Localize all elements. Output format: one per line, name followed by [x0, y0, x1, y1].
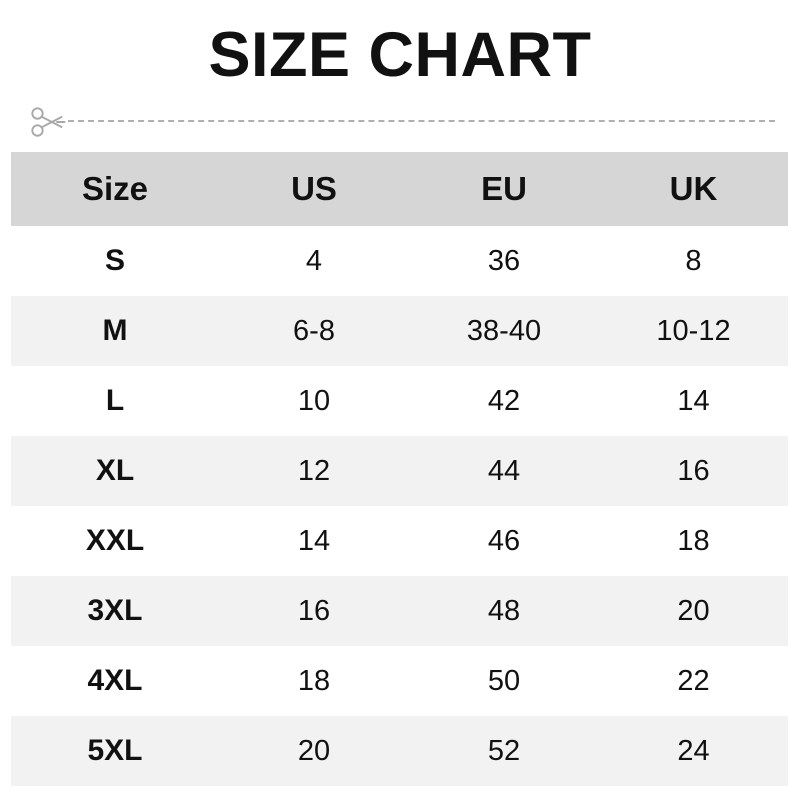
cell-size: 5XL	[11, 716, 219, 786]
cell-eu: 44	[409, 436, 599, 506]
size-chart-table: Size US EU UK S 4 36 8 M 6-8 38-40 10-12…	[11, 152, 788, 786]
cell-size: M	[11, 296, 219, 366]
cell-eu: 36	[409, 226, 599, 296]
cell-size: L	[11, 366, 219, 436]
cell-eu: 52	[409, 716, 599, 786]
cell-us: 10	[219, 366, 409, 436]
table-row: 5XL 20 52 24	[11, 716, 788, 786]
column-header-uk: UK	[599, 152, 788, 226]
table-row: M 6-8 38-40 10-12	[11, 296, 788, 366]
cell-eu: 38-40	[409, 296, 599, 366]
cell-size: 4XL	[11, 646, 219, 716]
cell-us: 12	[219, 436, 409, 506]
cell-size: S	[11, 226, 219, 296]
table-row: S 4 36 8	[11, 226, 788, 296]
table-row: 3XL 16 48 20	[11, 576, 788, 646]
cell-eu: 42	[409, 366, 599, 436]
cell-us: 14	[219, 506, 409, 576]
cell-uk: 16	[599, 436, 788, 506]
cell-uk: 8	[599, 226, 788, 296]
cell-uk: 10-12	[599, 296, 788, 366]
cell-eu: 46	[409, 506, 599, 576]
cell-uk: 22	[599, 646, 788, 716]
scissors-icon	[31, 107, 66, 137]
cell-size: 3XL	[11, 576, 219, 646]
cell-size: XXL	[11, 506, 219, 576]
cell-us: 18	[219, 646, 409, 716]
cell-uk: 24	[599, 716, 788, 786]
dashed-cut-line	[68, 120, 775, 122]
table-header-row: Size US EU UK	[11, 152, 788, 226]
cell-uk: 18	[599, 506, 788, 576]
page-title: SIZE CHART	[208, 20, 592, 90]
table-row: XL 12 44 16	[11, 436, 788, 506]
cell-us: 16	[219, 576, 409, 646]
cell-us: 4	[219, 226, 409, 296]
cell-us: 6-8	[219, 296, 409, 366]
cell-uk: 14	[599, 366, 788, 436]
column-header-size: Size	[11, 152, 219, 226]
table-row: XXL 14 46 18	[11, 506, 788, 576]
cell-us: 20	[219, 716, 409, 786]
table-row: 4XL 18 50 22	[11, 646, 788, 716]
column-header-eu: EU	[409, 152, 599, 226]
cell-eu: 48	[409, 576, 599, 646]
cell-uk: 20	[599, 576, 788, 646]
cell-size: XL	[11, 436, 219, 506]
cut-line	[0, 100, 800, 144]
table-row: L 10 42 14	[11, 366, 788, 436]
cell-eu: 50	[409, 646, 599, 716]
column-header-us: US	[219, 152, 409, 226]
